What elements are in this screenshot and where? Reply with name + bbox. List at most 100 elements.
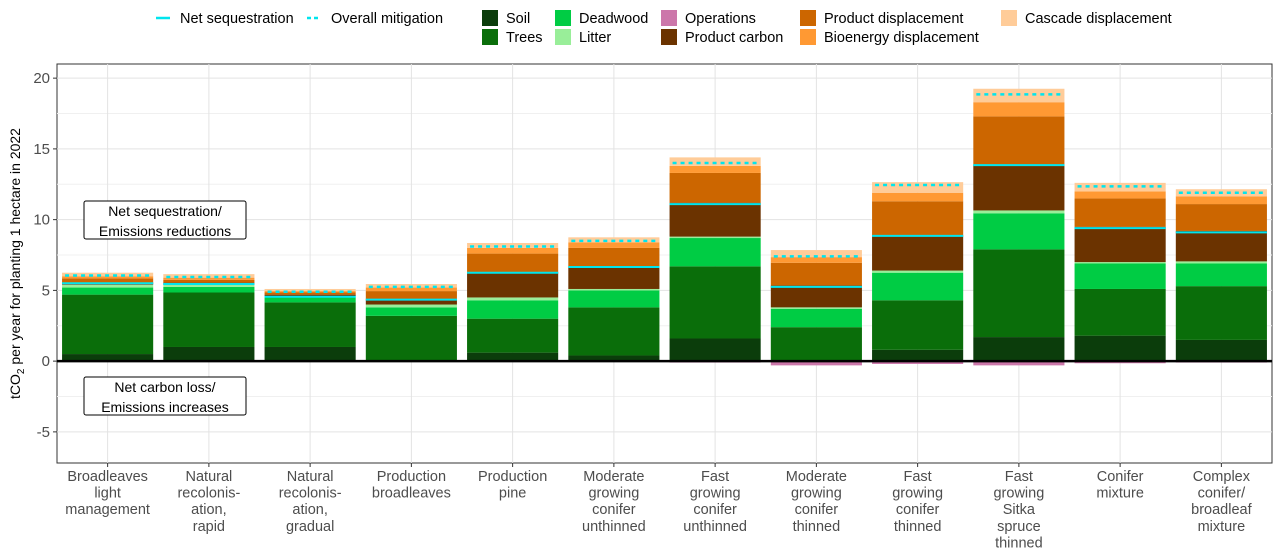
bar-segment-bioenergy-displacement (1175, 196, 1267, 205)
y-tick-label: 10 (33, 212, 50, 229)
bar-segment-product-carbon (973, 164, 1065, 211)
bar-segment-soil (467, 352, 559, 362)
bar-segment-litter (365, 304, 457, 308)
bar-segment-deadwood (62, 287, 154, 295)
bar-segment-product-displacement (1175, 204, 1267, 231)
bar-segment-operations (770, 361, 862, 366)
x-category-label: Fast growing conifer thinned (892, 469, 943, 535)
legend-item: Cascade displacement (1001, 10, 1172, 27)
bar-segment-bioenergy-displacement (163, 277, 255, 280)
bar-segment-soil (1175, 339, 1267, 362)
bar-segment-product-displacement (973, 116, 1065, 165)
annotations: Net sequestration/Emissions reductions Ne… (83, 200, 247, 416)
bar-segment-product-displacement (62, 278, 154, 283)
bar-segment-deadwood (669, 238, 761, 267)
bar-segment-product-carbon (467, 271, 559, 298)
legend-item: Bioenergy displacement (800, 29, 979, 46)
legend-item: Trees (482, 29, 543, 46)
bar-segment-litter (973, 210, 1065, 214)
bar-segment-soil (264, 346, 356, 362)
bar-segment-bioenergy-displacement (872, 192, 964, 202)
legend-label: Deadwood (579, 11, 648, 27)
bar-segment-trees (1074, 288, 1166, 336)
bar-segment-trees (1175, 286, 1267, 340)
bar-segment-deadwood (973, 213, 1065, 250)
legend-key-box (661, 10, 677, 26)
x-category-label: Natural recolonis-ation, gradual (279, 469, 342, 535)
legend-key-box (482, 10, 498, 26)
bar-segment-product-carbon (365, 299, 457, 305)
bar-segment-trees (973, 249, 1065, 338)
bar-segment-product-carbon (1175, 230, 1267, 262)
x-category-label: Conifer mixture (1096, 469, 1144, 502)
y-tick-label: 0 (42, 353, 50, 370)
bar-segment-trees (669, 266, 761, 339)
bar-segment-litter (163, 284, 255, 287)
bar-segment-cascade-displacement (669, 157, 761, 166)
bar-segment-bioenergy-displacement (365, 287, 457, 292)
legend-item: Product displacement (800, 10, 963, 27)
bar-segment-deadwood (467, 300, 559, 319)
legend-item: Litter (555, 29, 611, 46)
bar-segment-litter (1074, 262, 1166, 264)
x-category-label: Production pine (478, 469, 547, 502)
annotation-lower-text: Net carbon loss/Emissions increases (101, 379, 229, 415)
bar-segment-trees (62, 294, 154, 355)
legend-label: Net sequestration (180, 11, 294, 27)
annotation-lower: Net carbon loss/Emissions increases (83, 376, 247, 416)
bar-segment-product-displacement (872, 201, 964, 236)
legend-item: Product carbon (661, 29, 783, 46)
x-category-label: Production broadleaves (372, 469, 451, 502)
legend-label: Overall mitigation (331, 11, 443, 27)
bar-segment-deadwood (568, 290, 660, 308)
bar-segment-trees (264, 302, 356, 347)
bar-segment-trees (163, 292, 255, 347)
x-category-label: Fast growing Sitka spruce thinned (993, 469, 1044, 549)
legend-key-box (1001, 10, 1017, 26)
y-tick-label: 15 (33, 141, 50, 158)
x-category-label: Fast growing conifer unthinned (683, 469, 747, 535)
bar-segment-trees (568, 307, 660, 356)
y-axis: -5 0 5 10 15 20 (33, 70, 57, 441)
legend-label: Trees (506, 30, 543, 46)
legend-key-box (555, 10, 571, 26)
mitigation-lines (62, 93, 1267, 301)
legend-label: Soil (506, 11, 530, 27)
legend-label: Litter (579, 30, 611, 46)
annotation-upper-text: Net sequestration/Emissions reductions (99, 203, 231, 239)
legend-label: Product carbon (685, 30, 783, 46)
y-axis-label: tCO2 per year for planting 1 hectare in … (7, 128, 27, 399)
bar-segment-trees (467, 318, 559, 353)
bar-segment-soil (872, 349, 964, 362)
bar-segment-deadwood (365, 307, 457, 316)
bar-segment-product-displacement (467, 253, 559, 272)
bar-segment-litter (62, 284, 154, 288)
legend-key-box (800, 29, 816, 45)
bar-segment-litter (872, 270, 964, 273)
bar-segment-litter (669, 236, 761, 239)
bar-segment-bioenergy-displacement (568, 242, 660, 248)
bar-segment-deadwood (1074, 263, 1166, 289)
bar-segment-operations (872, 361, 964, 364)
legend-item: Net sequestration (156, 11, 294, 27)
bar-segment-product-displacement (1074, 198, 1166, 227)
x-category-label: Moderate growing conifer unthinned (582, 469, 646, 535)
bar-segment-cascade-displacement (770, 250, 862, 258)
x-category-label: Complex conifer/broadleaf mixture (1191, 469, 1252, 535)
x-category-label: Broadleaves light management (65, 469, 150, 518)
bar-segment-product-displacement (669, 172, 761, 203)
bar-segment-trees (872, 300, 964, 350)
bar-segment-trees (365, 315, 457, 362)
y-tick-label: 5 (42, 282, 50, 299)
bar-segment-soil (973, 337, 1065, 362)
bar-segment-litter (770, 307, 862, 309)
bar-segment-bioenergy-displacement (467, 247, 559, 254)
legend-item: Operations (661, 10, 756, 27)
legend-item: Overall mitigation (307, 11, 443, 27)
bar-segment-cascade-displacement (264, 288, 356, 292)
bar-segment-bioenergy-displacement (973, 102, 1065, 117)
legend-key-box (555, 29, 571, 45)
bar-segment-soil (1074, 335, 1166, 362)
bar-segment-bioenergy-displacement (62, 276, 154, 279)
